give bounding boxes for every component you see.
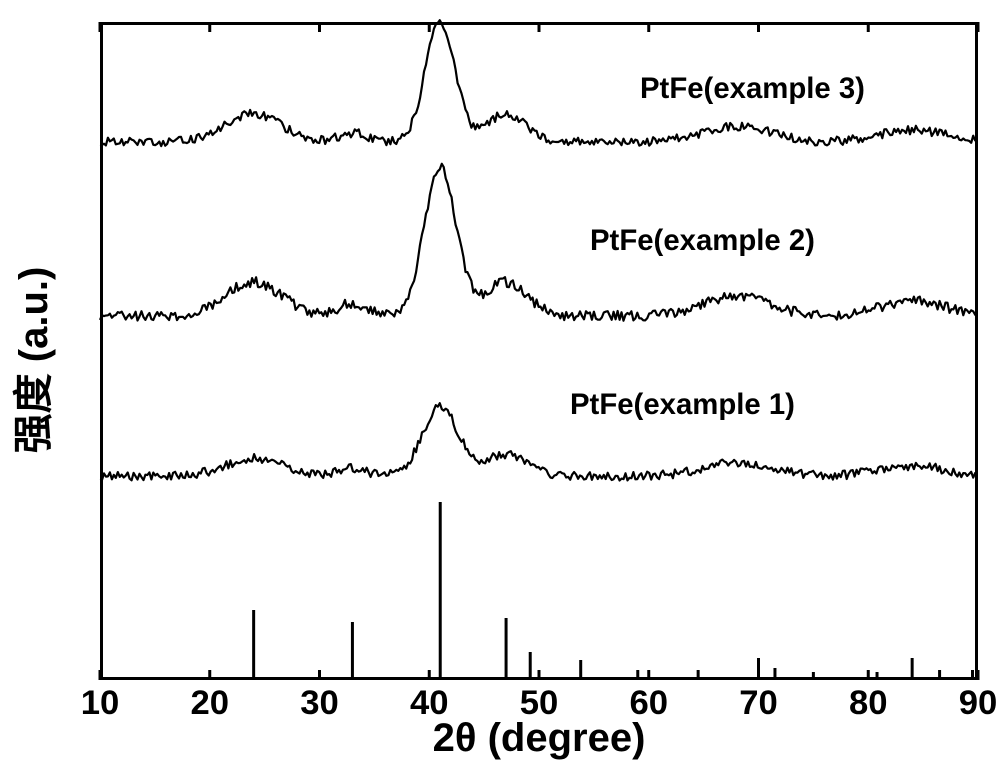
x-tick-label: 50 bbox=[520, 684, 559, 723]
trace-label-example2: PtFe(example 2) bbox=[590, 224, 815, 258]
y-axis-label: 强度 (a.u.) bbox=[1, 210, 59, 510]
x-tick-label: 70 bbox=[739, 684, 778, 723]
x-tick-label: 80 bbox=[849, 684, 888, 723]
trace-label-example1: PtFe(example 1) bbox=[570, 388, 795, 422]
x-tick-label: 40 bbox=[410, 684, 449, 723]
plot-svg bbox=[0, 0, 1000, 758]
x-tick-label: 20 bbox=[190, 684, 229, 723]
x-tick-label: 90 bbox=[959, 684, 998, 723]
x-tick-label: 30 bbox=[300, 684, 339, 723]
xrd-trace-example2 bbox=[100, 164, 977, 321]
xrd-figure: 强度 (a.u.) 2θ (degree) PtFe(example 3) Pt… bbox=[0, 0, 1000, 758]
x-tick-label: 60 bbox=[629, 684, 668, 723]
trace-label-example3: PtFe(example 3) bbox=[640, 72, 865, 106]
xrd-trace-example1 bbox=[100, 403, 977, 480]
x-tick-label: 10 bbox=[81, 684, 120, 723]
